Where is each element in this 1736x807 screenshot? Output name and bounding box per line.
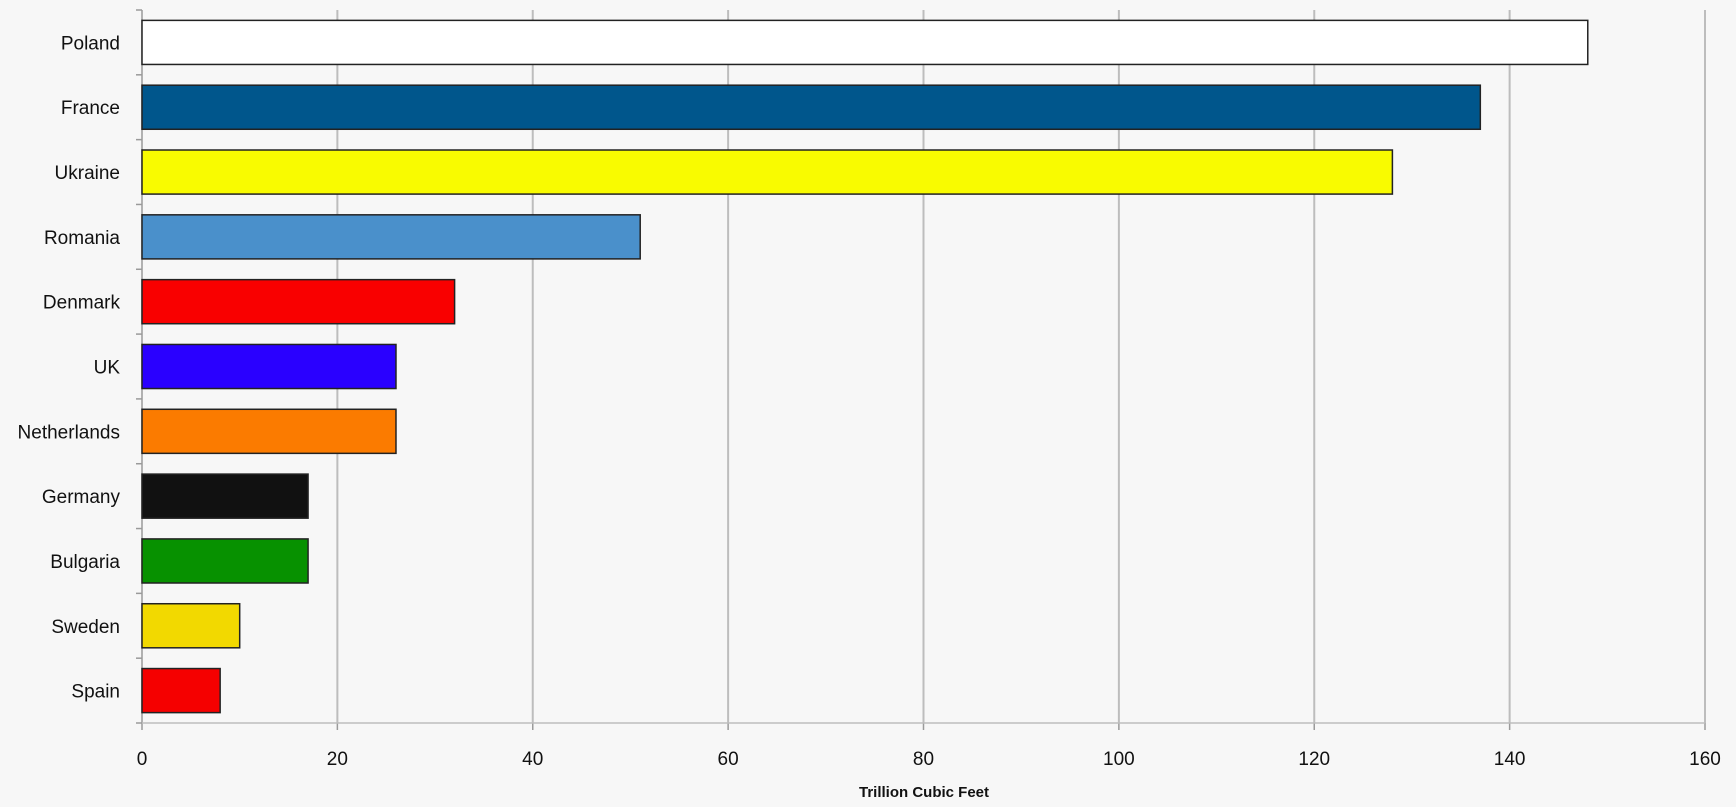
x-tick-label: 140	[1494, 749, 1526, 770]
bars	[141, 19, 1589, 714]
category-label: Sweden	[51, 617, 120, 638]
category-label: Romania	[44, 228, 120, 249]
category-label: Ukraine	[55, 163, 120, 184]
bar-denmark	[141, 278, 456, 325]
category-label: France	[61, 98, 120, 119]
x-tick-label: 100	[1103, 749, 1135, 770]
category-label: Bulgaria	[50, 552, 120, 573]
bar-germany	[141, 473, 309, 519]
category-label: Denmark	[43, 293, 121, 314]
bar-romania	[141, 214, 641, 260]
x-tick-label: 120	[1298, 749, 1330, 770]
category-label: UK	[94, 358, 121, 379]
category-label: Netherlands	[18, 422, 120, 443]
category-labels: Poland France Ukraine Romania Denmark UK Nethe…	[18, 33, 121, 702]
bar-ukraine	[141, 149, 1394, 195]
bar-bulgaria	[141, 538, 309, 584]
bar-spain	[141, 667, 221, 714]
x-tick-label: 0	[137, 749, 148, 770]
x-tick-labels: 0 20 40 60 80 100 120 140 160	[137, 749, 1721, 770]
category-label: Germany	[42, 487, 121, 508]
bar-poland	[141, 19, 1589, 66]
x-tick-label: 60	[718, 749, 739, 770]
category-label: Spain	[71, 682, 120, 703]
x-tick-label: 160	[1689, 749, 1721, 770]
category-label: Poland	[61, 33, 120, 54]
bar-netherlands	[141, 408, 397, 455]
x-tick-label: 20	[327, 749, 348, 770]
x-tick-label: 80	[913, 749, 934, 770]
bar-france	[141, 84, 1482, 131]
x-axis-title: Trillion Cubic Feet	[859, 784, 989, 801]
bar-uk	[141, 343, 397, 390]
bar-sweden	[141, 602, 241, 649]
x-tick-label: 40	[522, 749, 543, 770]
